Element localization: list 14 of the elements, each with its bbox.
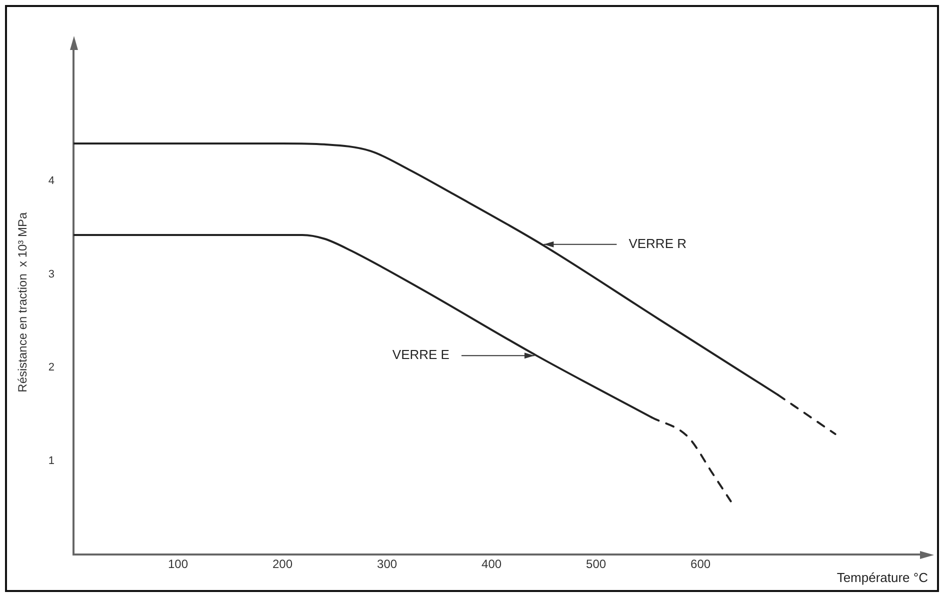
x-axis-title: Température °C [836,570,928,586]
x-tick-label: 500 [586,557,606,572]
x-tick-label: 400 [482,557,502,572]
y-tick-label: 2 [48,362,55,374]
x-tick-label: 600 [690,557,711,572]
x-tick-label: 100 [168,557,188,572]
annotation: VERRE R [628,236,686,251]
y-tick-label: 3 [48,268,55,280]
y-tick-label: 4 [48,174,55,187]
y-tick-label: 1 [48,455,55,468]
x-tick-label: 300 [377,557,398,572]
annotation: VERRE E [392,347,450,362]
y-axis-title: Résistance en traction x 10³ MPa [16,212,30,392]
x-tick-label: 200 [272,557,293,572]
